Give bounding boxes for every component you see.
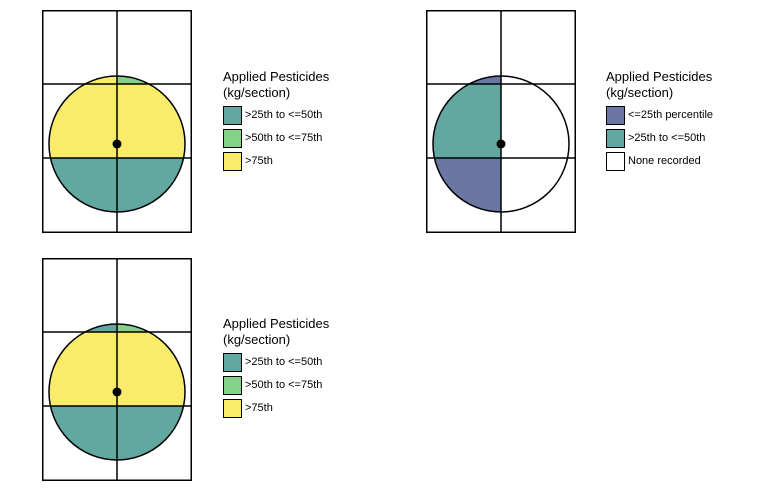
legend-item-label: >50th to <=75th	[245, 379, 323, 391]
legend-title-line-1: Applied Pesticides	[606, 69, 713, 84]
map-legend: Applied Pesticides (kg/section) >25th to…	[223, 316, 329, 420]
legend-item-label: >75th	[245, 155, 273, 167]
pesticide-map-panel-1: Applied Pesticides (kg/section) >25th to…	[42, 10, 372, 235]
legend-title-line-2: (kg/section)	[223, 332, 291, 347]
legend-title: Applied Pesticides (kg/section)	[606, 69, 713, 101]
legend-item: None recorded	[606, 150, 713, 173]
legend-item-label: >25th to <=50th	[245, 109, 323, 121]
legend-item: >75th	[223, 397, 329, 420]
legend-item-label: >25th to <=50th	[245, 356, 323, 368]
legend-item-label: >25th to <=50th	[628, 132, 706, 144]
map-legend: Applied Pesticides (kg/section) <=25th p…	[606, 69, 713, 173]
legend-item: >25th to <=50th	[223, 351, 329, 374]
legend-title: Applied Pesticides (kg/section)	[223, 316, 329, 348]
legend-items: >25th to <=50th >50th to <=75th >75th	[223, 351, 329, 420]
legend-swatch	[606, 152, 625, 171]
legend-title-line-1: Applied Pesticides	[223, 69, 330, 84]
section-grid-map	[426, 10, 576, 233]
legend-swatch	[223, 129, 242, 148]
legend-swatch	[606, 106, 625, 125]
legend-swatch	[223, 106, 242, 125]
site-location-point	[496, 139, 506, 149]
legend-item-label: >75th	[245, 402, 273, 414]
legend-title-line-2: (kg/section)	[223, 85, 291, 100]
legend-item-label: <=25th percentile	[628, 109, 714, 121]
legend-item-label: >50th to <=75th	[245, 132, 323, 144]
legend-items: <=25th percentile >25th to <=50th None rec…	[606, 104, 713, 173]
map-legend: Applied Pesticides (kg/section) >25th to…	[223, 69, 329, 173]
legend-swatch	[223, 399, 242, 418]
legend-swatch	[223, 353, 242, 372]
legend-swatch	[223, 376, 242, 395]
legend-item: >50th to <=75th	[223, 127, 329, 150]
legend-item: <=25th percentile	[606, 104, 713, 127]
legend-item: >25th to <=50th	[606, 127, 713, 150]
legend-item: >75th	[223, 150, 329, 173]
legend-swatch	[606, 129, 625, 148]
legend-item-label: None recorded	[628, 155, 701, 167]
legend-item: >50th to <=75th	[223, 374, 329, 397]
section-grid-map	[42, 10, 192, 233]
section-grid-map	[42, 258, 192, 481]
site-location-point	[112, 387, 122, 397]
legend-title-line-1: Applied Pesticides	[223, 316, 330, 331]
legend-item: >25th to <=50th	[223, 104, 329, 127]
legend-items: >25th to <=50th >50th to <=75th >75th	[223, 104, 329, 173]
pesticide-map-panel-2: Applied Pesticides (kg/section) <=25th p…	[426, 10, 756, 235]
legend-title: Applied Pesticides (kg/section)	[223, 69, 329, 101]
pesticide-map-panel-3: Applied Pesticides (kg/section) >25th to…	[42, 258, 372, 483]
legend-swatch	[223, 152, 242, 171]
legend-title-line-2: (kg/section)	[606, 85, 674, 100]
site-location-point	[112, 139, 122, 149]
